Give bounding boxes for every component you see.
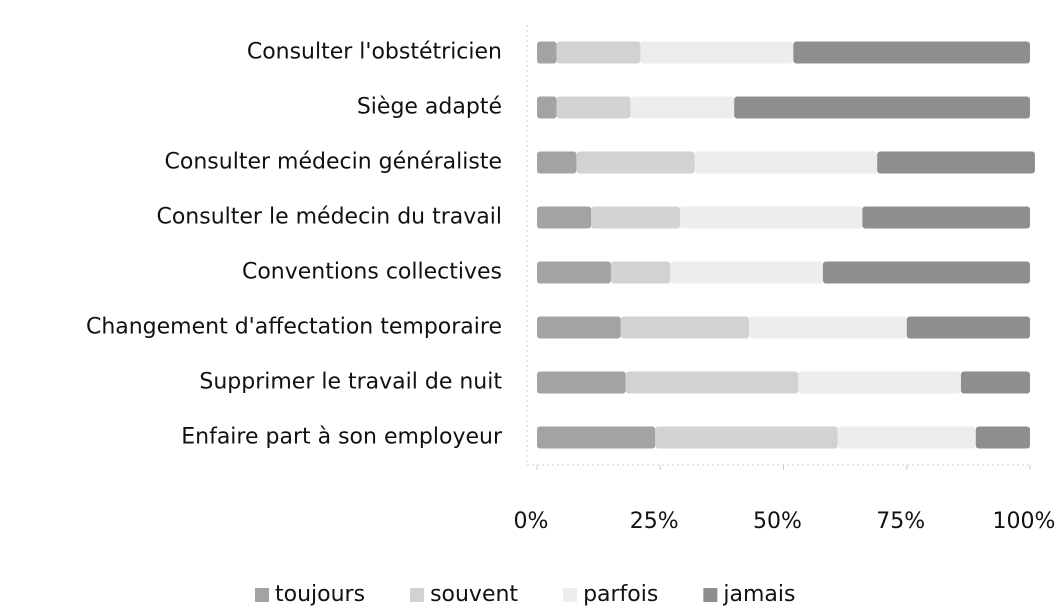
bar-segment xyxy=(655,426,838,449)
category-label: Consulter l'obstétricien xyxy=(247,40,502,65)
bar-segment xyxy=(670,261,823,284)
legend-swatch xyxy=(703,588,718,602)
bar-segment xyxy=(822,261,1030,284)
bar-segment xyxy=(748,316,907,339)
x-tick-label: 50% xyxy=(753,509,802,534)
category-label: Changement d'affectation temporaire xyxy=(86,315,502,340)
bar-segment xyxy=(625,371,799,394)
bar-segment xyxy=(620,316,749,339)
category-label: Supprimer le travail de nuit xyxy=(199,370,502,395)
bar-segment xyxy=(537,96,557,119)
bar-segment xyxy=(798,371,961,394)
category-label: Consulter le médecin du travail xyxy=(156,205,502,230)
legend-label: jamais xyxy=(722,582,795,607)
legend-label: toujours xyxy=(275,582,365,607)
bar-segment xyxy=(630,96,735,119)
bar-segment xyxy=(537,41,557,64)
x-tick-label: 100% xyxy=(993,509,1056,534)
bar-segment xyxy=(537,426,656,449)
bar-segment xyxy=(537,261,611,284)
bar-segment xyxy=(906,316,1030,339)
x-tick-label: 75% xyxy=(876,509,925,534)
legend-swatch xyxy=(410,588,425,602)
category-label: Consulter médecin généraliste xyxy=(165,150,502,175)
bar-segment xyxy=(640,41,794,64)
bar-segment xyxy=(734,96,1030,119)
bar-segment xyxy=(537,151,577,174)
category-label: Conventions collectives xyxy=(242,260,502,285)
legend-label: parfois xyxy=(583,582,658,607)
bar-segment xyxy=(537,371,626,394)
bar-segment xyxy=(862,206,1030,229)
bar-segment xyxy=(576,151,695,174)
legend-swatch xyxy=(255,588,269,602)
bar-segment xyxy=(694,151,878,174)
category-label: Enfaire part à son employeur xyxy=(181,425,503,450)
bar-segment xyxy=(537,316,621,339)
legend-label: souvent xyxy=(430,582,518,607)
x-tick-label: 25% xyxy=(630,509,679,534)
bar-segment xyxy=(556,41,641,64)
bar-segment xyxy=(837,426,976,449)
bar-segment xyxy=(610,261,671,284)
bar-segment xyxy=(591,206,680,229)
bar-segment xyxy=(793,41,1030,64)
bar-segment xyxy=(537,206,592,229)
category-label: Siège adapté xyxy=(357,95,502,120)
x-tick-label: 0% xyxy=(514,509,549,534)
legend-swatch xyxy=(563,588,578,602)
bar-segment xyxy=(877,151,1035,174)
bar-segment xyxy=(960,371,1030,394)
bar-segment xyxy=(679,206,863,229)
bar-segment xyxy=(556,96,631,119)
bar-segment xyxy=(975,426,1030,449)
